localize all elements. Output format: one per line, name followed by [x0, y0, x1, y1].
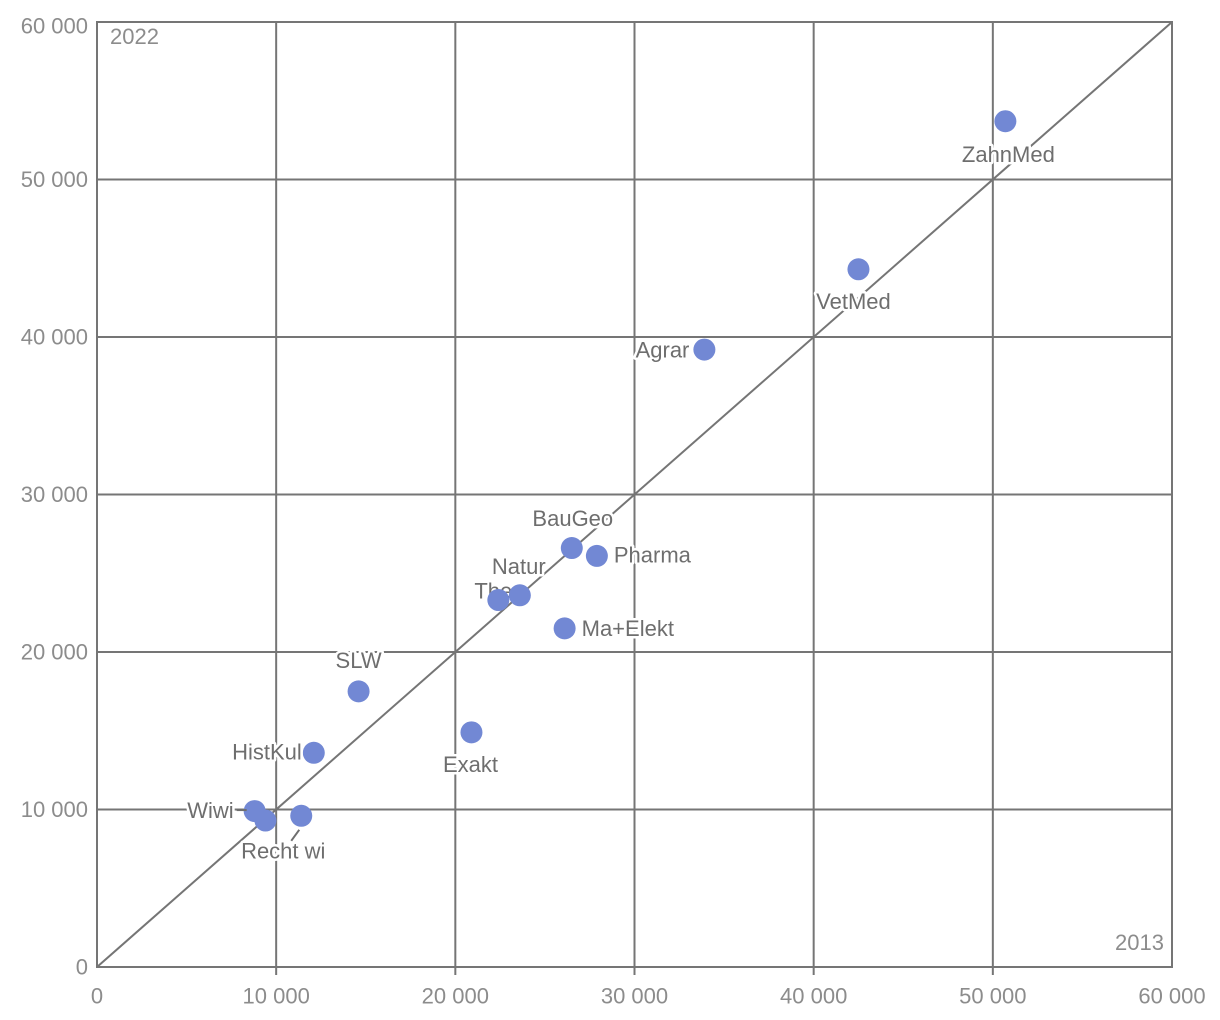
- x-tick-label: 0: [91, 984, 103, 1009]
- x-tick-label: 30 000: [601, 984, 668, 1009]
- point-label: BauGeo: [532, 506, 613, 531]
- identity-line: [96, 21, 1173, 968]
- y-tick-label: 50 000: [21, 167, 88, 192]
- data-point-ma-elekt[interactable]: [553, 617, 576, 640]
- x-tick-label: 60 000: [1138, 984, 1205, 1009]
- point-label: Exakt: [443, 752, 498, 777]
- plot-border: [96, 21, 1173, 968]
- point-label: ZahnMed: [962, 142, 1055, 167]
- y-tick-label: 40 000: [21, 325, 88, 350]
- y-tick-label: 10 000: [21, 797, 88, 822]
- y-tick-label: 0: [76, 955, 88, 980]
- x-tick-label: 50 000: [959, 984, 1026, 1009]
- point-label: Recht wi: [241, 839, 325, 864]
- point-label: Agrar: [636, 337, 690, 362]
- y-tick-label: 20 000: [21, 640, 88, 665]
- data-point-baugeo[interactable]: [560, 537, 583, 560]
- data-point-vetmed[interactable]: [847, 258, 870, 281]
- x-axis-period-label: 2013: [1115, 930, 1164, 955]
- point-label: Wiwi: [187, 798, 233, 823]
- y-tick-label: 60 000: [21, 14, 88, 39]
- y-axis-period-label: 2022: [110, 24, 159, 49]
- data-point-natur[interactable]: [508, 584, 531, 607]
- data-point-agrar[interactable]: [693, 338, 716, 361]
- data-point-theo[interactable]: [487, 589, 510, 612]
- point-label: HistKul: [232, 740, 302, 765]
- x-tick-label: 10 000: [243, 984, 310, 1009]
- x-tick-label: 40 000: [780, 984, 847, 1009]
- data-point-zahnmed[interactable]: [994, 110, 1017, 133]
- data-point-pharma[interactable]: [585, 544, 608, 567]
- y-tick-label: 30 000: [21, 482, 88, 507]
- point-label: SLW: [336, 648, 382, 673]
- data-point[interactable]: [254, 809, 277, 832]
- point-label: VetMed: [816, 289, 891, 314]
- data-point-exakt[interactable]: [460, 721, 483, 744]
- data-point-slw[interactable]: [347, 680, 370, 703]
- point-label: Ma+Elekt: [582, 616, 674, 641]
- label-leader-line: [290, 829, 301, 842]
- point-label: Natur: [492, 554, 546, 579]
- data-point-histkul[interactable]: [302, 741, 325, 764]
- point-label: Pharma: [614, 543, 692, 568]
- x-tick-label: 20 000: [422, 984, 489, 1009]
- data-point-recht-wi[interactable]: [290, 804, 313, 827]
